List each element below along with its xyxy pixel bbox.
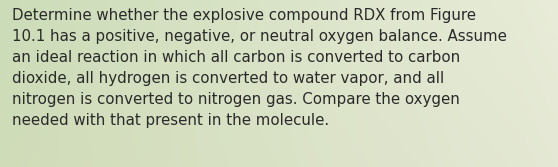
Text: Determine whether the explosive compound RDX from Figure
10.1 has a positive, ne: Determine whether the explosive compound… — [12, 8, 507, 128]
